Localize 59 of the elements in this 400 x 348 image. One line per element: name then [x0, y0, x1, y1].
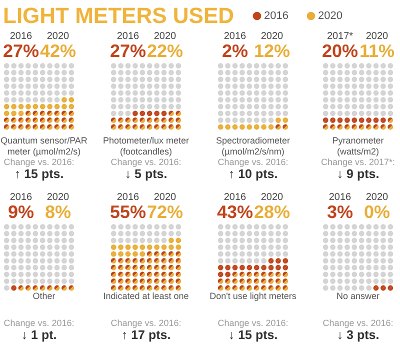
data-label: 12%	[254, 41, 290, 61]
text: Change vs. 2016:	[110, 157, 182, 167]
text: ↓ 15 pts.	[228, 328, 278, 342]
data-label: 55%	[110, 202, 146, 222]
text: No answer	[336, 291, 380, 301]
data-label: 27%	[110, 41, 146, 61]
text: Indicated at least one	[103, 291, 189, 301]
category-label: 2020	[46, 192, 70, 203]
text: Change vs. 2017*:	[320, 157, 396, 167]
legend-label: 2020	[318, 10, 342, 22]
category-label: 2017*	[326, 31, 354, 42]
category-label: 2016	[116, 31, 140, 42]
category-label: 2020	[154, 31, 177, 42]
data-label: 43%	[216, 202, 254, 222]
data-label: 27%	[2, 41, 40, 61]
category-label: 2016	[10, 192, 33, 203]
category-label: 2016	[224, 192, 247, 203]
data-label: 0%	[364, 202, 390, 222]
text: ↓ 5 pts.	[124, 167, 168, 181]
data-label: 9%	[8, 202, 34, 222]
text: Change vs. 2016:	[4, 318, 74, 328]
text: Pyranometer (watts/m2)	[332, 136, 384, 156]
text: Other	[32, 291, 56, 301]
data-label: 22%	[146, 41, 184, 61]
category-label: 2016	[10, 31, 33, 42]
text: ↑ 15 pts.	[14, 167, 64, 181]
text: Change vs. 2016:	[218, 157, 288, 167]
text: Spectroradiometer (µmol/m2/s/nm)	[216, 136, 290, 156]
text: Don't use light meters	[210, 291, 297, 301]
category-label: 2020	[366, 192, 389, 203]
data-label: 42%	[40, 41, 76, 61]
category-label: 2016	[116, 192, 140, 203]
category-label: 2016	[328, 192, 352, 203]
text: Quantum sensor/PAR meter (µmol/m2/s)	[0, 136, 88, 156]
data-label: 2%	[222, 41, 248, 61]
text: ↓ 9 pts.	[336, 167, 380, 181]
category-label: 2020	[260, 192, 284, 203]
text: Change vs. 2016:	[322, 318, 394, 328]
category-label: 2020	[260, 31, 284, 42]
category-label: 2020	[46, 31, 70, 42]
text: ↓ 1 pt.	[21, 328, 57, 342]
text: Change vs. 2016:	[110, 318, 182, 328]
category-label: 2016	[224, 31, 247, 42]
text: Change vs. 2016:	[218, 318, 288, 328]
text: Change vs. 2016:	[4, 157, 74, 167]
legend-label: 2016	[264, 10, 288, 22]
text: Photometer/lux meter (footcandles)	[102, 136, 190, 156]
text: LIGHT METERS USED	[3, 3, 234, 28]
data-label: 11%	[359, 41, 395, 61]
text: ↑ 17 pts.	[121, 328, 171, 342]
data-label: 28%	[254, 202, 290, 222]
category-label: 2020	[366, 31, 389, 42]
text: ↑ 10 pts.	[228, 167, 278, 181]
text: ↓ 3 pts.	[336, 328, 380, 342]
data-label: 3%	[326, 202, 354, 222]
data-label: 72%	[146, 202, 184, 222]
data-label: 20%	[322, 41, 358, 61]
category-label: 2020	[154, 192, 177, 203]
data-label: 8%	[44, 202, 72, 222]
